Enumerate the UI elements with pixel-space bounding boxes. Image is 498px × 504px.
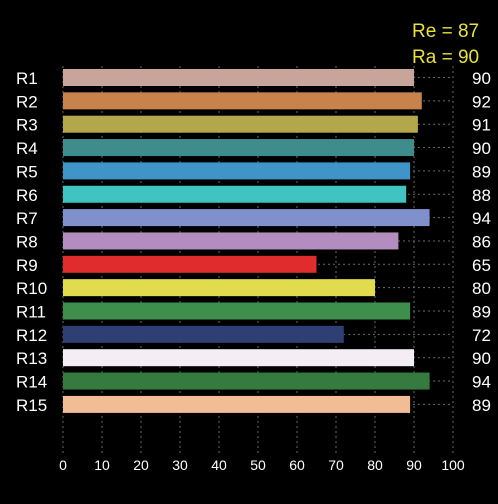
value-label: 90 bbox=[472, 349, 491, 368]
bar-r2 bbox=[63, 92, 422, 110]
x-tick-label: 30 bbox=[172, 457, 188, 473]
bar-r7 bbox=[63, 209, 430, 227]
x-tick-label: 60 bbox=[289, 457, 305, 473]
category-label: R3 bbox=[16, 116, 38, 135]
value-label: 90 bbox=[472, 139, 491, 158]
category-label: R2 bbox=[16, 92, 38, 111]
category-label: R1 bbox=[16, 69, 38, 88]
x-tick-label: 0 bbox=[59, 457, 67, 473]
category-label: R6 bbox=[16, 186, 38, 205]
value-label: 89 bbox=[472, 303, 491, 322]
x-tick-label: 80 bbox=[367, 457, 383, 473]
bar-r13 bbox=[63, 349, 414, 367]
category-label: R4 bbox=[16, 139, 38, 158]
bar-r15 bbox=[63, 395, 411, 413]
category-label: R11 bbox=[16, 303, 46, 322]
x-tick-label: 40 bbox=[211, 457, 227, 473]
value-label: 94 bbox=[472, 373, 491, 392]
bar-r8 bbox=[63, 232, 399, 250]
category-label: R15 bbox=[16, 396, 47, 415]
bar-r10 bbox=[63, 279, 375, 297]
value-label: 91 bbox=[472, 116, 491, 135]
x-axis-ticks: 0 10 20 30 40 50 60 70 80 90 100 bbox=[59, 457, 465, 473]
value-label: 89 bbox=[472, 162, 491, 181]
x-tick-label: 70 bbox=[328, 457, 344, 473]
x-tick-label: 100 bbox=[441, 457, 465, 473]
value-label: 65 bbox=[472, 256, 491, 275]
bar-r12 bbox=[63, 325, 344, 343]
bar-r5 bbox=[63, 162, 411, 180]
value-label: 86 bbox=[472, 232, 491, 251]
bar-r6 bbox=[63, 185, 407, 203]
value-label: 72 bbox=[472, 326, 491, 345]
value-label: 90 bbox=[472, 69, 491, 88]
x-tick-label: 50 bbox=[250, 457, 266, 473]
bar-r11 bbox=[63, 302, 411, 320]
value-labels: 90 92 91 90 89 88 94 86 65 80 89 72 90 94 89 bbox=[472, 69, 491, 415]
category-label: R10 bbox=[16, 279, 47, 298]
bar-r14 bbox=[63, 372, 430, 390]
value-label: 80 bbox=[472, 279, 491, 298]
bar-r4 bbox=[63, 139, 414, 157]
x-tick-label: 90 bbox=[406, 457, 422, 473]
category-label: R12 bbox=[16, 326, 47, 345]
bar-r1 bbox=[63, 69, 414, 86]
category-label: R7 bbox=[16, 209, 38, 228]
value-label: 89 bbox=[472, 396, 491, 415]
bar-r9 bbox=[63, 255, 317, 273]
category-label: R13 bbox=[16, 349, 47, 368]
ra-value-label: Ra = 90 bbox=[412, 47, 479, 68]
category-label: R9 bbox=[16, 256, 38, 275]
value-label: 88 bbox=[472, 186, 491, 205]
bars bbox=[63, 69, 430, 413]
x-tick-label: 10 bbox=[94, 457, 110, 473]
value-label: 92 bbox=[472, 92, 491, 111]
bar-r3 bbox=[63, 115, 418, 133]
category-label: R5 bbox=[16, 162, 38, 181]
value-label: 94 bbox=[472, 209, 491, 228]
category-labels: R1 R2 R3 R4 R5 R6 R7 R8 R9 R10 R11 R12 R13 R14 R15 bbox=[16, 69, 47, 415]
x-tick-label: 20 bbox=[133, 457, 149, 473]
category-label: R14 bbox=[16, 373, 47, 392]
category-label: R8 bbox=[16, 232, 38, 251]
re-value-label: Re = 87 bbox=[412, 21, 479, 42]
